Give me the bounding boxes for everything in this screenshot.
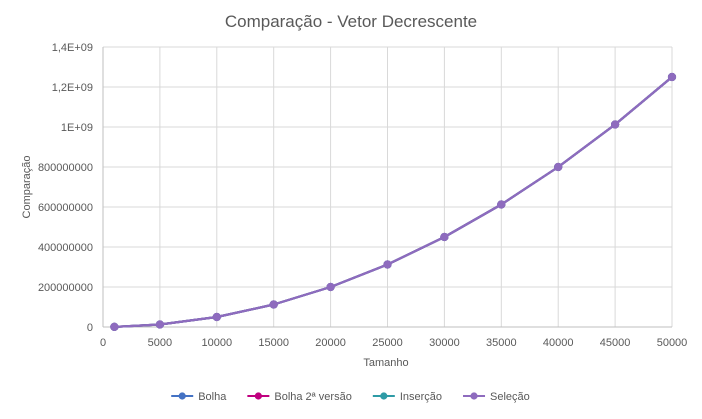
legend-marker: [470, 392, 478, 400]
data-point: [155, 320, 164, 329]
legend-marker: [178, 392, 186, 400]
data-point: [554, 162, 563, 172]
legend-label: Seleção: [490, 391, 530, 403]
x-tick-label: 40000: [543, 337, 574, 349]
y-tick-label: 600000000: [38, 202, 93, 214]
grid: [102, 46, 673, 328]
legend-label: Bolha: [198, 391, 227, 403]
data-point: [212, 312, 221, 322]
x-tick-label: 25000: [372, 337, 403, 349]
x-tick-label: 0: [100, 337, 106, 349]
legend-item: Bolha 2ª versão: [247, 391, 352, 403]
data-point: [326, 282, 335, 292]
series-group: [110, 72, 677, 332]
y-tick-label: 400000000: [38, 242, 93, 254]
data-point: [269, 300, 278, 309]
y-tick-label: 1,4E+09: [52, 42, 93, 54]
legend-label: Bolha 2ª versão: [274, 391, 351, 403]
legend-item: Bolha: [171, 391, 227, 403]
x-tick-label: 50000: [657, 337, 688, 349]
y-tick-label: 1E+09: [61, 122, 93, 134]
x-tick-label: 35000: [486, 337, 517, 349]
chart-title: Comparação - Vetor Decrescente: [225, 12, 477, 31]
y-tick-label: 200000000: [38, 282, 93, 294]
data-point: [110, 322, 119, 332]
y-tick-label: 0: [87, 322, 93, 334]
axes: 0 200000000 400000000 600000000 800000000 1E+…: [38, 42, 687, 349]
y-tick-label: 800000000: [38, 162, 93, 174]
legend: Bolha Bolha 2ª versão Inserção Seleção: [171, 391, 530, 403]
data-point: [383, 260, 392, 269]
x-tick-label: 20000: [315, 337, 346, 349]
x-tick-label: 5000: [148, 337, 172, 349]
data-point: [440, 232, 449, 242]
data-point: [667, 72, 677, 82]
legend-label: Inserção: [400, 391, 442, 403]
legend-item: Inserção: [372, 391, 442, 403]
legend-item: Seleção: [463, 391, 530, 403]
series-3: [110, 72, 677, 332]
x-tick-label: 45000: [600, 337, 631, 349]
x-tick-label: 30000: [429, 337, 460, 349]
data-point: [611, 120, 620, 129]
legend-marker: [380, 392, 388, 400]
y-tick-label: 1,2E+09: [52, 82, 93, 94]
x-tick-label: 15000: [258, 337, 289, 349]
data-point: [497, 200, 506, 209]
x-axis-label: Tamanho: [363, 357, 408, 369]
y-axis-label: Comparação: [21, 156, 33, 219]
legend-marker: [254, 392, 262, 400]
x-tick-label: 10000: [202, 337, 233, 349]
